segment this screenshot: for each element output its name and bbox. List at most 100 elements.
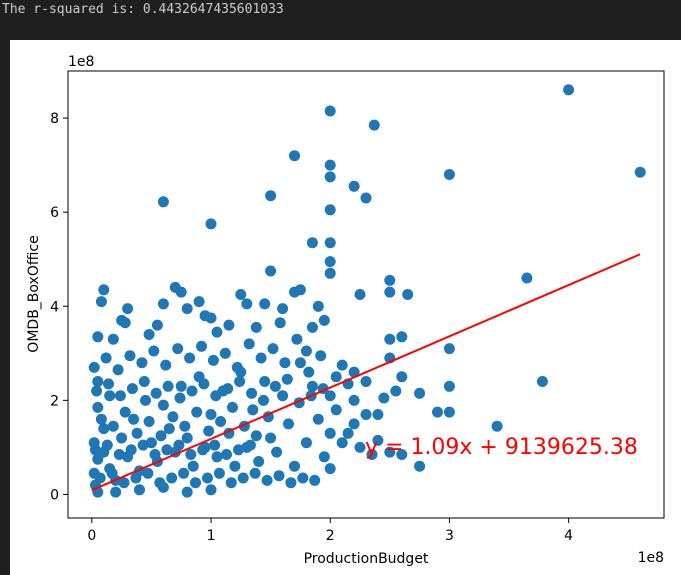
scatter-point	[157, 481, 169, 493]
scatter-point	[390, 385, 402, 397]
scatter-point	[103, 378, 114, 390]
scatter-point	[173, 439, 185, 451]
scatter-point	[348, 418, 360, 430]
scatter-point	[306, 380, 318, 392]
scatter-point	[354, 441, 366, 453]
x-tick-label: 2	[326, 528, 335, 544]
scatter-point	[396, 331, 408, 343]
scatter-point	[312, 413, 324, 425]
scatter-point	[174, 392, 186, 404]
scatter-point	[140, 394, 151, 406]
scatter-point	[131, 427, 143, 439]
scatter-point	[149, 449, 161, 460]
scatter-point	[265, 432, 277, 444]
scatter-point	[106, 467, 118, 479]
scatter-point	[92, 376, 104, 387]
scatter-point	[167, 411, 179, 423]
scatter-point	[342, 427, 354, 439]
scatter-point	[92, 331, 104, 343]
scatter-point	[536, 376, 548, 387]
scatter-point	[235, 289, 247, 300]
scatter-point	[137, 439, 149, 451]
scatter-point	[443, 406, 455, 418]
scatter-point	[384, 286, 396, 298]
scatter-point	[255, 352, 267, 364]
scatter-point	[95, 296, 107, 308]
scatter-point	[122, 303, 134, 315]
scatter-point	[205, 218, 217, 230]
scatter-point	[348, 180, 360, 192]
scatter-point	[211, 326, 223, 338]
scatter-point	[101, 439, 113, 451]
scatter-point	[289, 460, 300, 472]
scatter-point	[354, 289, 366, 300]
x-axis-label: ProductionBudget	[304, 551, 429, 567]
scatter-point	[243, 338, 255, 350]
scatter-point	[324, 267, 336, 279]
y-axis: 0 2 4 6 8	[50, 111, 68, 503]
scatter-point	[309, 474, 321, 486]
scatter-point	[215, 416, 227, 427]
scatter-point	[384, 446, 396, 458]
scatter-point	[222, 383, 234, 395]
scatter-point	[247, 404, 259, 416]
scatter-point	[205, 409, 217, 420]
scatter-point	[414, 460, 426, 472]
scatter-point	[210, 390, 222, 402]
y-tick-label: 2	[50, 393, 59, 409]
scatter-point	[112, 364, 124, 376]
scatter-point	[181, 486, 193, 498]
scatter-point	[116, 432, 128, 444]
scatter-point	[289, 150, 300, 162]
scatter-point	[281, 373, 293, 385]
scatter-point	[261, 474, 273, 486]
scatter-point	[241, 298, 253, 310]
scatter-point	[178, 467, 190, 479]
scatter-point	[285, 477, 297, 489]
scatter-point	[95, 413, 107, 425]
scatter-point	[205, 312, 217, 324]
scatter-point	[324, 237, 336, 249]
scatter-point	[491, 420, 503, 432]
scatter-point	[150, 387, 162, 399]
scatter-point	[274, 317, 286, 329]
scatter-point	[114, 390, 126, 402]
scatter-point	[219, 347, 231, 359]
scatter-point	[234, 376, 246, 387]
scatter-point	[88, 361, 100, 373]
scatter-point	[162, 380, 174, 392]
scatter-point	[98, 423, 110, 435]
scatter-point	[202, 472, 213, 484]
scatter-point	[634, 166, 646, 178]
scatter-point	[126, 383, 138, 395]
scatter-point	[249, 467, 261, 479]
scatter-point	[186, 385, 198, 397]
figure-panel: 0 1 2 3 4 0 2 4 6 8 1e8 1e8 ProductionBudget OMD…	[10, 40, 681, 575]
scatter-point	[259, 376, 271, 387]
scatter-point	[191, 406, 203, 418]
scatter-point	[443, 343, 455, 355]
scatter-point	[190, 477, 201, 489]
scatter-point	[348, 394, 360, 406]
scatter-point	[237, 472, 249, 484]
scatter-point	[128, 413, 140, 425]
scatter-point	[402, 289, 414, 300]
scatter-point	[324, 463, 336, 475]
scatter-point	[187, 460, 199, 472]
scatter-point	[330, 371, 342, 383]
scatter-point	[142, 467, 154, 479]
scatter-point	[151, 319, 163, 331]
scatter-point	[521, 272, 533, 284]
scatter-point	[384, 274, 396, 286]
scatter-point	[130, 472, 142, 484]
scatter-point	[294, 284, 306, 296]
y-offset-label: 1e8	[68, 54, 94, 70]
scatter-point	[318, 451, 330, 463]
scatter-point	[160, 359, 172, 371]
x-axis: 0 1 2 3 4	[87, 518, 573, 544]
y-axis-label: OMDB_BoxOffice	[26, 235, 42, 352]
scatter-point	[110, 486, 122, 498]
scatter-point	[303, 366, 315, 378]
scatter-point	[157, 399, 169, 411]
scatter-point	[432, 406, 443, 418]
